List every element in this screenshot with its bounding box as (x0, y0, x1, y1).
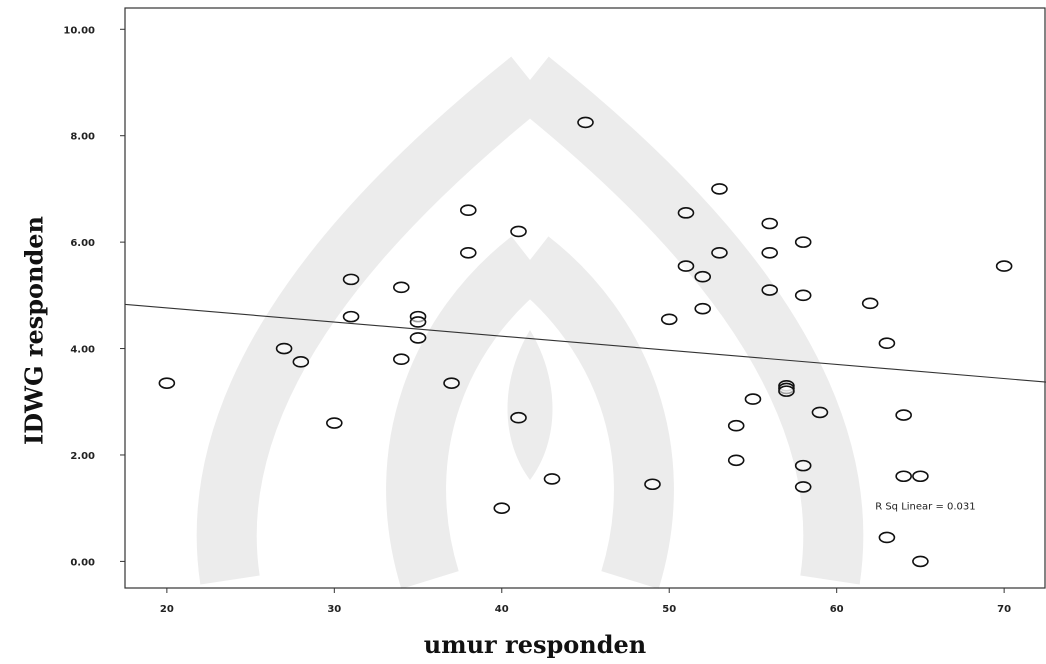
data-point (443, 377, 460, 389)
data-point (660, 313, 678, 326)
data-point (878, 337, 896, 350)
data-point (912, 555, 929, 568)
tick-labels: 0.00 2.00 4.00 6.00 8.00 10.00 20 30 40 50 60 70 (63, 25, 1011, 615)
data-point (794, 459, 812, 472)
x-tick-label: 60 (830, 604, 844, 615)
x-tick-label: 30 (327, 604, 341, 615)
data-point (761, 217, 779, 230)
data-point (326, 417, 343, 429)
data-point (292, 356, 310, 368)
y-tick-label: 2.00 (70, 451, 95, 462)
data-points (158, 116, 1013, 568)
data-point (459, 246, 477, 259)
data-point (392, 353, 410, 365)
data-point (510, 225, 527, 238)
data-point (158, 377, 176, 389)
x-axis-label: umur responden (423, 630, 647, 659)
fit-line-layer (124, 303, 1046, 383)
data-point (342, 273, 360, 286)
y-tick-label: 4.00 (70, 345, 95, 356)
data-point (794, 481, 812, 493)
data-point (895, 470, 912, 483)
data-point (861, 297, 879, 310)
data-point (644, 478, 661, 491)
data-point (878, 531, 896, 544)
data-point (459, 204, 477, 217)
data-point (761, 246, 779, 259)
x-tick-label: 70 (997, 604, 1011, 615)
data-point (342, 310, 360, 323)
data-point (744, 393, 762, 405)
y-axis-label: IDWG responden (19, 216, 49, 446)
data-point (794, 236, 812, 248)
data-point (761, 284, 779, 296)
data-point (694, 302, 712, 315)
data-point (392, 281, 410, 294)
data-point (409, 316, 427, 328)
data-point (794, 289, 812, 302)
data-point (778, 385, 795, 397)
r-squared-annotation: R Sq Linear = 0.031 (875, 502, 975, 513)
regression-line (124, 303, 1046, 383)
data-point (543, 473, 561, 485)
data-point (711, 183, 728, 195)
data-point (711, 246, 728, 259)
plot-frame (124, 7, 1046, 589)
y-tick-label: 8.00 (70, 132, 95, 143)
data-point (409, 332, 427, 344)
data-point (510, 411, 527, 424)
axes (120, 7, 1046, 593)
data-point (577, 116, 594, 129)
x-tick-label: 20 (160, 604, 174, 615)
data-point (275, 342, 293, 355)
data-point (811, 406, 829, 419)
data-point (912, 470, 929, 483)
data-point (727, 454, 745, 467)
data-point (493, 502, 511, 514)
data-point (727, 419, 745, 432)
data-point (677, 260, 695, 272)
x-tick-label: 40 (495, 604, 509, 615)
data-point (694, 270, 712, 283)
x-tick-label: 50 (662, 604, 676, 615)
y-tick-label: 10.00 (63, 25, 95, 36)
y-tick-label: 6.00 (70, 238, 95, 249)
data-point (895, 409, 912, 421)
y-tick-label: 0.00 (70, 557, 95, 568)
data-point (995, 260, 1013, 272)
data-point (677, 207, 695, 219)
